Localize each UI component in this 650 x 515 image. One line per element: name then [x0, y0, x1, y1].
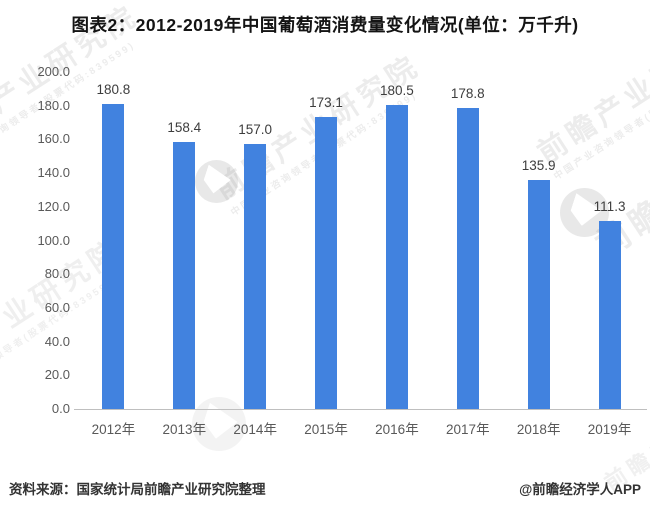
bar-2012年	[102, 104, 125, 409]
x-axis-label: 2014年	[233, 422, 277, 437]
x-axis-label: 2016年	[375, 422, 419, 437]
bar-2017年	[456, 107, 479, 409]
y-tick-label: 40.0	[44, 333, 70, 349]
bar-chart: 0.0 20.0 40.0 60.0 80.0 100.0 120.0 140.0 160.0 1…	[0, 64, 650, 472]
plot-area: 180.8 2012年 158.4 2013年 157.0 2014年 173.1 2015年…	[74, 72, 647, 437]
x-axis-label: 2019年	[587, 422, 632, 437]
bar-value-label: 178.8	[450, 85, 485, 101]
bar-value-label: 111.3	[593, 199, 626, 215]
y-tick-label: 120.0	[37, 198, 70, 214]
y-tick-label: 140.0	[37, 165, 70, 181]
source-note: 资料来源：国家统计局前瞻产业研究院整理	[9, 482, 266, 497]
bar-value-label: 158.4	[167, 120, 202, 136]
bar-2014年	[244, 144, 267, 409]
credit-note: @前瞻经济学人APP	[519, 482, 641, 497]
x-axis-label: 2015年	[304, 422, 348, 437]
bar-value-label: 157.0	[238, 122, 273, 138]
y-tick-label: 100.0	[37, 232, 70, 248]
bar-value-label: 180.5	[380, 82, 414, 98]
y-axis: 0.0 20.0 40.0 60.0 80.0 100.0 120.0 140.0 160.0 1…	[0, 64, 70, 416]
y-tick-label: 180.0	[37, 97, 70, 113]
y-tick-label: 0.0	[51, 401, 70, 416]
bar-value-label: 135.9	[521, 158, 556, 173]
footer: 资料来源：国家统计局前瞻产业研究院整理 @前瞻经济学人APP	[9, 478, 641, 498]
y-tick-label: 80.0	[44, 266, 70, 282]
chart-title: 图表2：2012-2019年中国葡萄酒消费量变化情况(单位：万千升)	[71, 15, 579, 35]
y-tick-label: 200.0	[37, 64, 70, 79]
x-axis-line	[74, 409, 647, 410]
bar-value-label: 173.1	[309, 95, 343, 111]
bar-2013年	[173, 142, 196, 409]
bar-2016年	[385, 104, 408, 409]
bar-value-label: 180.8	[96, 82, 131, 98]
x-axis-label: 2017年	[446, 422, 490, 437]
bar-2019年	[598, 221, 621, 409]
bar-2018年	[527, 180, 550, 409]
x-axis-label: 2018年	[516, 422, 561, 437]
bar-2015年	[315, 117, 338, 409]
x-axis-label: 2013年	[162, 422, 207, 437]
x-axis-label: 2012年	[91, 422, 136, 437]
y-tick-label: 20.0	[44, 367, 70, 383]
y-tick-label: 60.0	[44, 299, 70, 315]
y-tick-label: 160.0	[37, 131, 70, 147]
